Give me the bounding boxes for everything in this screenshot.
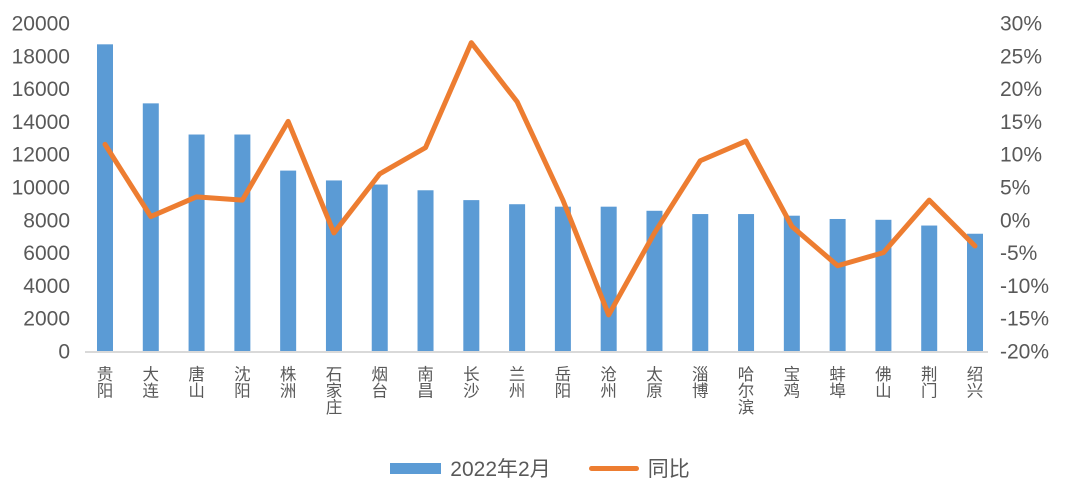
- left-axis-tick-label: 6000: [23, 242, 70, 265]
- right-axis-tick-label: -10%: [1000, 275, 1049, 298]
- bar: [97, 44, 113, 351]
- line-series-swatch-icon: [588, 465, 639, 471]
- bar: [509, 204, 526, 351]
- bar: [371, 184, 388, 351]
- left-axis-tick-label: 20000: [12, 13, 70, 36]
- left-axis-tick-label: 2000: [23, 308, 70, 331]
- legend-item-line-series: 同比: [588, 453, 690, 483]
- right-axis-tick-label: 5%: [1000, 177, 1030, 200]
- x-axis-category-label: 长沙: [463, 365, 480, 401]
- left-axis-tick-label: 10000: [12, 177, 70, 200]
- x-axis-category-label: 石家庄: [326, 366, 343, 417]
- x-axis-category-label: 佛山: [875, 365, 892, 401]
- bar: [646, 210, 663, 351]
- left-axis-tick-label: 14000: [12, 111, 70, 134]
- bar: [325, 180, 342, 351]
- x-axis-category-label: 兰州: [509, 365, 526, 401]
- right-axis-tick-label: 25%: [1000, 45, 1042, 68]
- right-axis-tick-label: 0%: [1000, 209, 1030, 232]
- x-axis-category-label: 沧州: [600, 365, 617, 401]
- left-axis-tick-label: 4000: [23, 275, 70, 298]
- left-axis-tick-label: 18000: [12, 45, 70, 68]
- right-axis-tick-label: 10%: [1000, 144, 1042, 167]
- bar: [829, 218, 846, 351]
- x-axis-category-label: 蚌埠: [829, 365, 846, 401]
- bar: [142, 103, 159, 351]
- chart-legend: 2022年2月 同比: [0, 453, 1080, 483]
- bar: [692, 214, 709, 351]
- trend-line: [102, 40, 978, 318]
- x-axis-category-label: 淄博: [692, 365, 709, 401]
- right-axis-tick-label: 20%: [1000, 78, 1042, 101]
- bar: [783, 215, 800, 351]
- legend-item-bar-series: 2022年2月: [390, 453, 551, 483]
- x-axis-category-label: 哈尔滨: [738, 365, 755, 417]
- right-axis-tick-label: -15%: [1000, 308, 1049, 331]
- x-axis-category-label: 太原: [646, 365, 663, 401]
- bar: [967, 233, 983, 351]
- legend-bar-label: 2022年2月: [450, 458, 551, 481]
- bar: [280, 170, 297, 351]
- left-axis-tick-label: 16000: [12, 78, 70, 101]
- left-axis-tick-label: 12000: [12, 144, 70, 167]
- x-axis-category-label: 沈阳: [234, 365, 251, 401]
- x-axis-category-label: 绍兴: [967, 365, 984, 401]
- bar: [554, 206, 571, 351]
- bar: [600, 206, 617, 351]
- bar: [875, 219, 892, 351]
- bar-series-swatch-icon: [390, 462, 442, 474]
- left-axis-tick-label: 0: [58, 341, 70, 364]
- x-axis-category-label: 宝鸡: [784, 365, 801, 401]
- right-axis-tick-label: 15%: [1000, 111, 1042, 134]
- bar: [417, 190, 434, 351]
- bar: [738, 214, 755, 351]
- x-axis-category-label: 烟台: [371, 365, 388, 401]
- x-axis-category-label: 荆门: [921, 365, 938, 401]
- x-axis-category-label: 株洲: [280, 365, 297, 401]
- x-axis-category-label: 岳阳: [555, 365, 572, 401]
- bar: [234, 134, 251, 351]
- x-axis-category-label: 大连: [143, 365, 160, 401]
- bar: [188, 134, 205, 351]
- x-axis-category-label: 南昌: [417, 365, 434, 401]
- right-axis-tick-label: -5%: [1000, 242, 1037, 265]
- right-axis-tick-label: -20%: [1000, 341, 1049, 364]
- x-axis-category-label: 贵阳: [97, 365, 114, 401]
- left-axis-tick-label: 8000: [23, 209, 70, 232]
- legend-line-label: 同比: [647, 458, 690, 481]
- bar: [463, 200, 480, 351]
- bar: [921, 225, 938, 351]
- x-axis-category-label: 唐山: [188, 365, 205, 401]
- right-axis-tick-label: 30%: [1000, 13, 1042, 36]
- chart-plot-area: 0 2000 4000 6000 8000 10000 12000 14000 16000 180…: [12, 13, 1049, 418]
